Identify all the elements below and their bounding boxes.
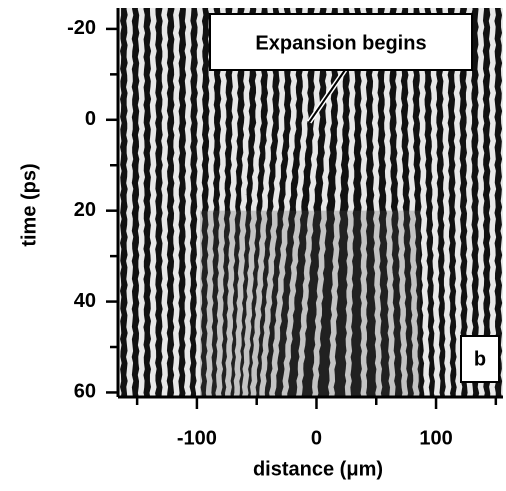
x-axis-label: distance (μm) (253, 458, 383, 480)
panel-label: b (474, 348, 486, 370)
fringe (172, 8, 181, 397)
fringe (106, 3, 108, 399)
fringe (149, 8, 157, 397)
annotation-arrow (308, 69, 346, 123)
noise-overlay (200, 210, 420, 397)
fringe (194, 8, 204, 397)
fringe (161, 8, 169, 397)
fringe (183, 8, 192, 397)
fringe (488, 8, 497, 397)
y-tick-label: 20 (74, 199, 96, 221)
fringe (137, 8, 146, 397)
fringe (477, 8, 485, 397)
annotation-text: Expansion begins (255, 32, 426, 54)
annotation-box (209, 13, 473, 71)
panel-label-box (460, 335, 500, 383)
fringe (500, 8, 503, 397)
y-tick-label: -20 (67, 17, 96, 39)
y-tick-label: 40 (74, 290, 96, 312)
y-tick-label: 60 (74, 381, 96, 403)
fringe (126, 8, 134, 397)
x-tick-label: 0 (311, 427, 322, 449)
x-tick-label: -100 (177, 427, 217, 449)
y-axis-label: time (ps) (18, 163, 40, 246)
x-tick-label: 100 (419, 427, 452, 449)
y-tick-label: 0 (85, 108, 96, 130)
